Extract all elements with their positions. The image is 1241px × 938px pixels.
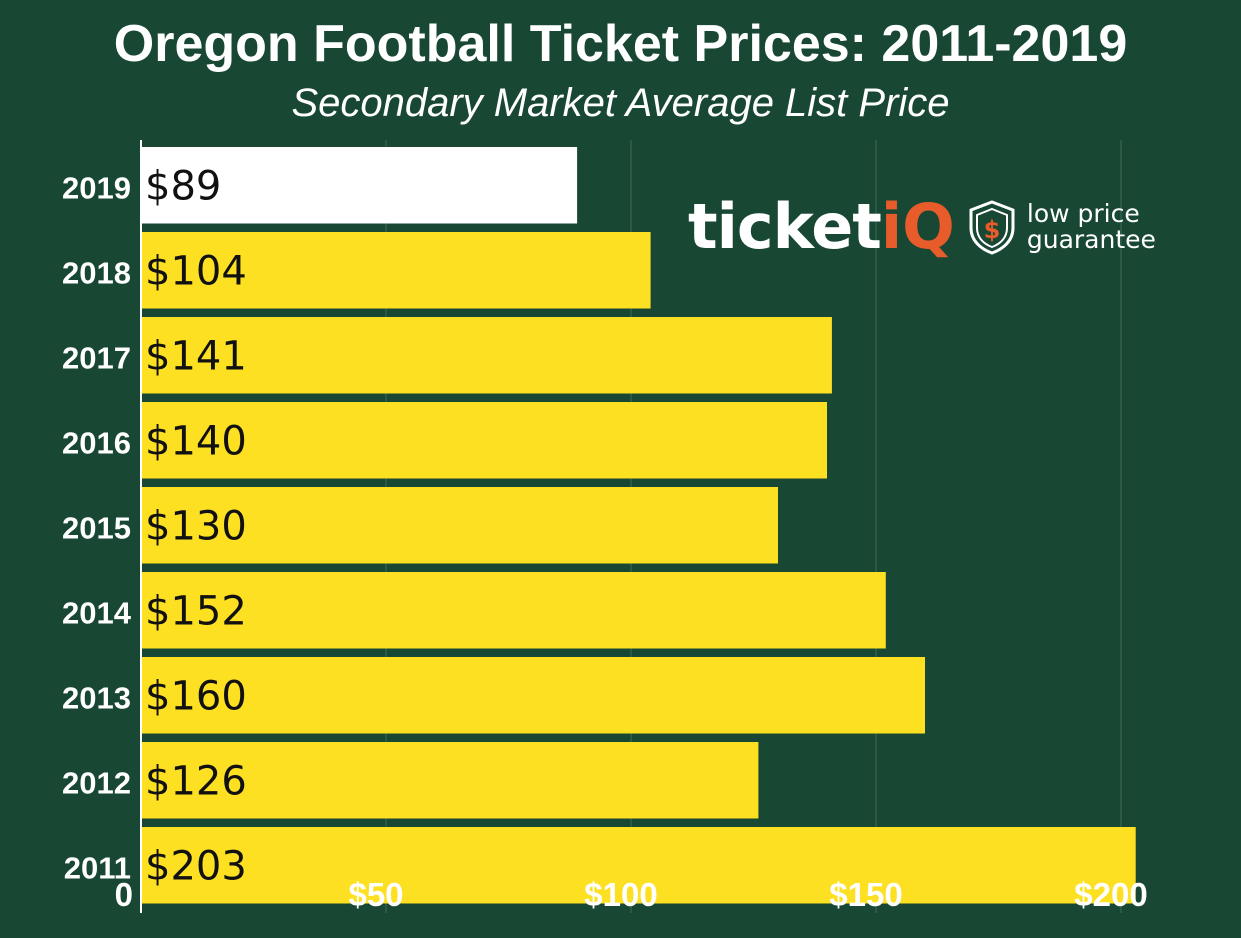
bar-2011 xyxy=(141,827,1136,904)
bar-2015 xyxy=(141,487,778,564)
y-tick-label: 2016 xyxy=(62,425,131,460)
y-tick-label: 2014 xyxy=(62,595,132,630)
logo-wordmark-accent: iQ xyxy=(880,190,955,263)
x-tick-label: $100 xyxy=(584,876,657,913)
logo-tagline-line2: guarantee xyxy=(1026,225,1156,254)
y-tick-label: 2013 xyxy=(62,680,131,715)
x-tick-label: $50 xyxy=(348,876,403,913)
data-label-2019: $89 xyxy=(145,163,221,209)
data-label-2013: $160 xyxy=(145,673,247,719)
logo-tagline-line1: low price xyxy=(1026,199,1140,228)
x-tick-label: $150 xyxy=(829,876,902,913)
bar-2017 xyxy=(141,317,832,394)
logo-wordmark: ticket xyxy=(688,190,882,263)
logo-tagline: low price guarantee xyxy=(1027,201,1156,253)
data-label-2014: $152 xyxy=(145,588,247,634)
bar-2016 xyxy=(141,402,827,479)
y-tick-label: 2018 xyxy=(62,255,131,290)
bar-2018 xyxy=(141,232,651,309)
data-label-2018: $104 xyxy=(145,248,247,294)
chart-subtitle: Secondary Market Average List Price xyxy=(291,81,950,125)
y-tick-label: 2017 xyxy=(62,340,131,375)
chart-title: Oregon Football Ticket Prices: 2011-2019 xyxy=(113,15,1128,73)
bar-2019 xyxy=(141,147,578,224)
data-label-2017: $141 xyxy=(145,333,247,379)
y-tick-label: 2019 xyxy=(62,170,131,205)
bar-2013 xyxy=(141,657,925,734)
y-tick-label: 2012 xyxy=(62,765,131,800)
bar-2014 xyxy=(141,572,886,649)
shield-dollar-icon: $ xyxy=(969,200,1015,255)
svg-text:$: $ xyxy=(984,216,1001,244)
data-label-2012: $126 xyxy=(145,758,247,804)
x-tick-label: 0 xyxy=(115,876,133,913)
ticketiq-logo: ticket iQ $ low price guarantee xyxy=(688,192,1156,262)
data-label-2016: $140 xyxy=(145,418,247,464)
y-tick-label: 2011 xyxy=(64,850,131,885)
data-label-2011: $203 xyxy=(145,843,247,889)
x-tick-label: $200 xyxy=(1074,876,1147,913)
data-label-2015: $130 xyxy=(145,503,247,549)
y-tick-label: 2015 xyxy=(62,510,131,545)
bar-2012 xyxy=(141,742,759,819)
